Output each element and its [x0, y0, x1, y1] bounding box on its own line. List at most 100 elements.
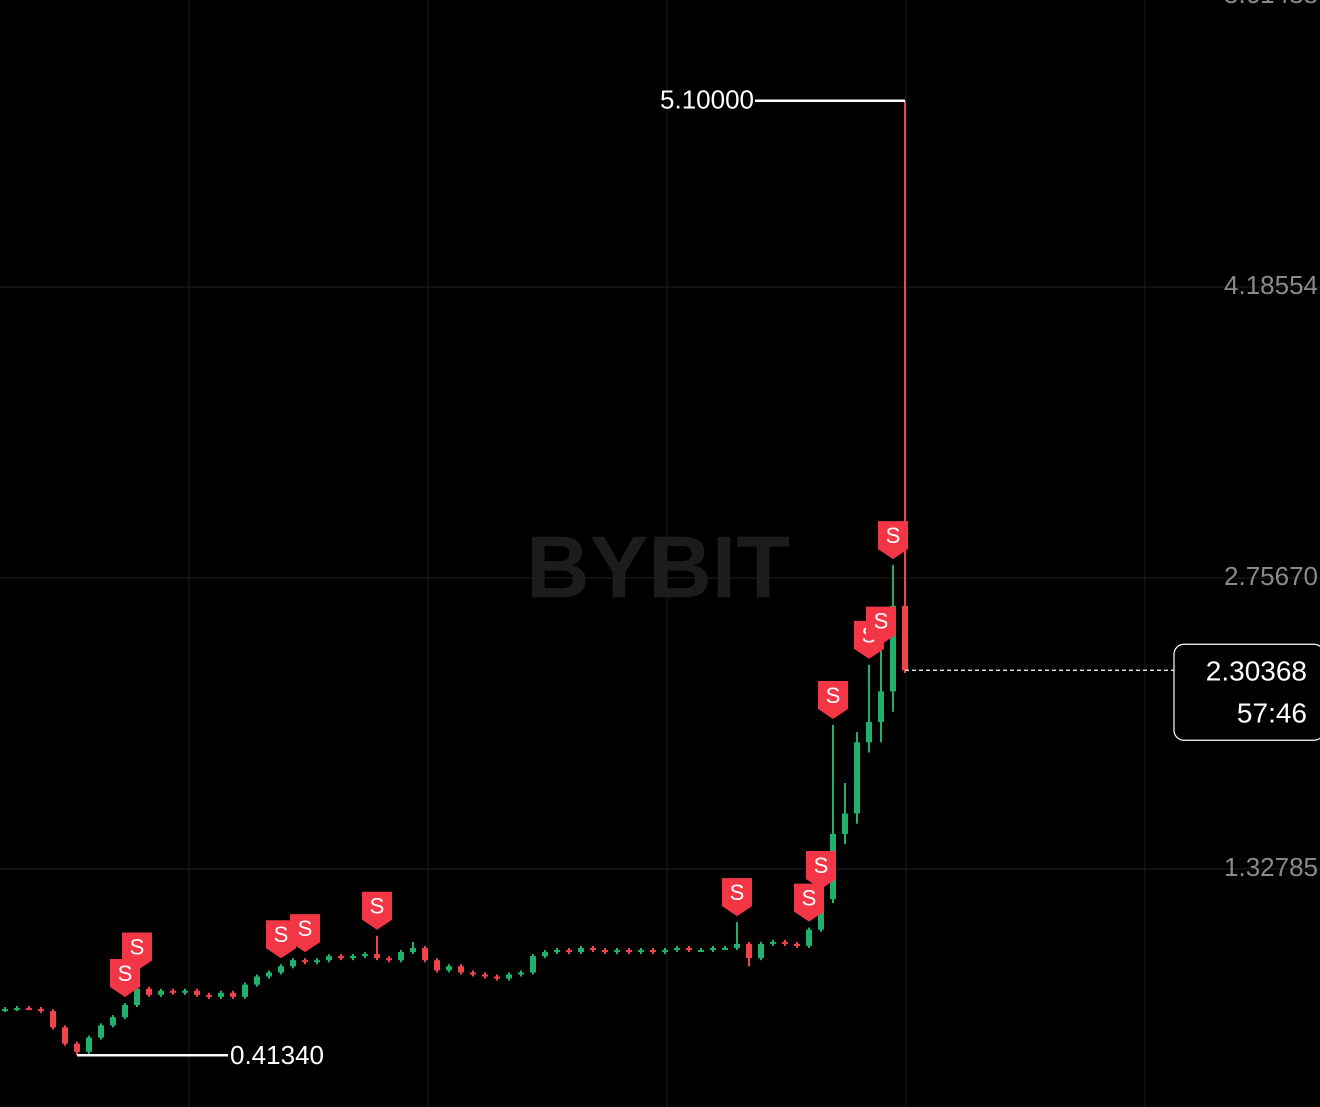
- candle-body: [638, 950, 644, 953]
- signal-flag: [806, 851, 836, 890]
- candle-body: [590, 947, 596, 951]
- signal-marker: S: [722, 878, 752, 917]
- signal-marker: S: [794, 883, 824, 922]
- candle-body: [98, 1025, 104, 1038]
- signal-flag: [818, 680, 848, 719]
- candle-body: [686, 947, 692, 951]
- signal-label: S: [730, 880, 745, 905]
- candle-body: [602, 950, 608, 953]
- candle-body: [710, 947, 716, 951]
- candle-body: [218, 992, 224, 997]
- candle-body: [290, 960, 296, 967]
- signal-label: S: [802, 885, 817, 910]
- candle-body: [614, 950, 620, 953]
- signal-label: S: [370, 894, 385, 919]
- candle-body: [278, 966, 284, 973]
- candle-body: [650, 950, 656, 953]
- candle-body: [206, 994, 212, 997]
- candle-body: [794, 943, 800, 946]
- candle-body: [866, 721, 872, 743]
- candle-body: [446, 966, 452, 971]
- candle-body: [902, 605, 908, 671]
- signal-marker: S: [362, 891, 392, 930]
- y-tick-label: 2.75670: [1224, 561, 1318, 591]
- signal-flag: [722, 878, 752, 917]
- candle-body: [746, 943, 752, 959]
- candle-body: [722, 947, 728, 950]
- min-price-label: 0.41340: [230, 1040, 324, 1070]
- signal-marker: S: [818, 680, 848, 719]
- candle-body: [170, 990, 176, 993]
- candle-body: [314, 960, 320, 963]
- candle-body: [422, 947, 428, 961]
- candle-body: [86, 1037, 92, 1052]
- candle-body: [878, 691, 884, 722]
- signal-marker: S: [122, 932, 152, 971]
- candle-body: [530, 956, 536, 973]
- signal-label: S: [274, 922, 289, 947]
- candle-body: [734, 943, 740, 948]
- candle-body: [182, 990, 188, 993]
- candle-body: [350, 956, 356, 959]
- candle-body: [266, 972, 272, 977]
- signal-marker: S: [866, 606, 896, 645]
- signal-marker: S: [110, 958, 140, 997]
- signal-label: S: [118, 961, 133, 986]
- candle-body: [386, 958, 392, 961]
- candle-body: [158, 990, 164, 995]
- candle-body: [110, 1017, 116, 1026]
- signal-label: S: [814, 853, 829, 878]
- signal-label: S: [130, 934, 145, 959]
- candle-body: [194, 990, 200, 995]
- signal-label: S: [874, 608, 889, 633]
- candle-body: [806, 929, 812, 946]
- candle-body: [662, 950, 668, 953]
- candle-body: [782, 941, 788, 944]
- candle-body: [674, 947, 680, 951]
- signal-marker: S: [806, 851, 836, 890]
- candle-body: [578, 947, 584, 953]
- candle-body: [2, 1009, 8, 1012]
- candle-body: [338, 956, 344, 959]
- candle-body: [470, 972, 476, 975]
- candle-body: [698, 950, 704, 953]
- candle-body: [302, 960, 308, 963]
- candle-body: [398, 952, 404, 961]
- candle-body: [758, 943, 764, 959]
- candle-body: [518, 972, 524, 975]
- candle-body: [362, 954, 368, 957]
- signal-label: S: [298, 916, 313, 941]
- signal-flag: [122, 932, 152, 971]
- max-price-label: 5.10000: [660, 85, 754, 115]
- candle-body: [542, 952, 548, 957]
- candle-body: [14, 1008, 20, 1011]
- candle-body: [626, 950, 632, 953]
- signal-flag: [866, 606, 896, 645]
- candle-body: [134, 988, 140, 1006]
- candle-body: [482, 974, 488, 977]
- candle-body: [122, 1005, 128, 1018]
- candle-body: [566, 950, 572, 953]
- y-tick-label: 4.18554: [1224, 270, 1318, 300]
- y-tick-label: 1.32785: [1224, 852, 1318, 882]
- candle-body: [242, 984, 248, 997]
- candle-body: [890, 605, 896, 692]
- signal-marker: S: [266, 920, 296, 959]
- candle-body: [818, 899, 824, 930]
- candle-body: [434, 960, 440, 971]
- signal-marker: S: [290, 914, 320, 953]
- candle-body: [62, 1027, 68, 1044]
- candle-body: [230, 992, 236, 997]
- signal-flag: [362, 891, 392, 930]
- candle-body: [842, 813, 848, 834]
- signal-flag: [878, 521, 908, 560]
- signal-flag: [290, 914, 320, 953]
- candle-body: [146, 988, 152, 995]
- signal-label: S: [886, 523, 901, 548]
- signal-flag: [266, 920, 296, 959]
- y-tick-label: 5.61438: [1224, 0, 1318, 9]
- signal-marker: S: [878, 521, 908, 560]
- candle-body: [458, 966, 464, 973]
- candle-body: [374, 954, 380, 959]
